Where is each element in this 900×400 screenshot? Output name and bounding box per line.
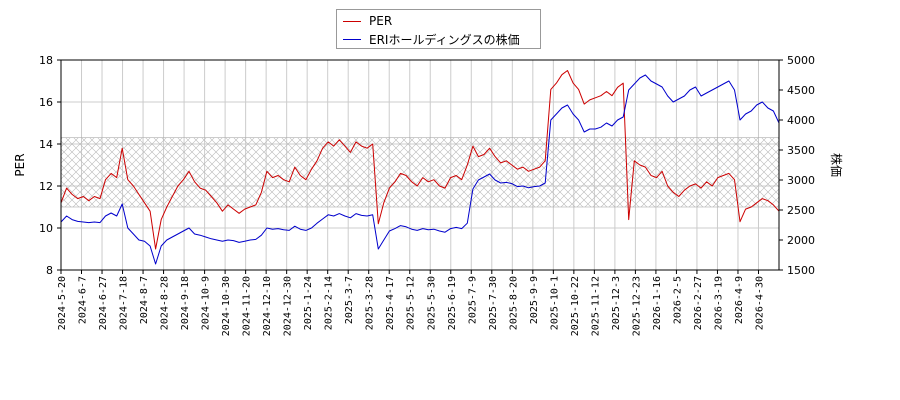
per-range-band xyxy=(60,137,780,208)
legend-item-per: PER xyxy=(343,13,392,29)
x-tick-label: 2025-1-24 xyxy=(303,276,314,330)
y-tick-label-left: 10 xyxy=(39,222,53,235)
x-tick-label: 2024-7-18 xyxy=(119,276,130,330)
x-tick-label: 2026-4-9 xyxy=(734,276,745,324)
legend-label-per: PER xyxy=(369,14,393,28)
x-tick-label: 2024-6-27 xyxy=(98,276,109,330)
x-tick-label: 2025-12-23 xyxy=(631,276,642,336)
y-tick-label-right: 1500 xyxy=(787,264,815,277)
x-tick-label: 2025-7-9 xyxy=(467,276,478,324)
axes: 2024-5-20 2024-6-7 2024-6-27 2024-7-18 2024-… xyxy=(39,54,815,336)
plot-frame xyxy=(60,59,780,271)
x-tick-label: 2025-9-9 xyxy=(529,276,540,324)
x-tick-label: 2025-6-19 xyxy=(447,276,458,330)
x-tick-label: 2025-2-14 xyxy=(324,276,335,330)
y-tick-label-right: 4500 xyxy=(787,84,815,97)
x-tick-label: 2026-2-5 xyxy=(672,276,683,324)
x-tick-label: 2026-3-19 xyxy=(713,276,724,330)
price-series-line xyxy=(60,74,780,265)
x-tick-label: 2024-8-7 xyxy=(139,276,150,324)
y-tick-label-right: 4000 xyxy=(787,114,815,127)
y-tick-label-right: 2000 xyxy=(787,234,815,247)
x-tick-label: 2024-11-20 xyxy=(242,276,253,336)
series-layer xyxy=(60,70,780,265)
x-tick-label: 2026-1-16 xyxy=(652,276,663,330)
legend-swatch-price xyxy=(343,38,361,40)
x-tick-label: 2024-12-30 xyxy=(283,276,294,336)
x-tick-label: 2024-5-20 xyxy=(57,276,68,330)
y-tick-label-left: 18 xyxy=(39,54,53,67)
x-tick-label: 2024-10-9 xyxy=(201,276,212,330)
x-tick-label: 2026-4-30 xyxy=(754,276,765,330)
x-tick-label: 2024-12-10 xyxy=(262,276,273,336)
legend-swatch-per xyxy=(343,20,361,22)
x-tick-label: 2025-5-30 xyxy=(426,276,437,330)
y-tick-label-left: 12 xyxy=(39,180,53,193)
y-axis-label-left: PER xyxy=(13,153,27,176)
y-tick-label-right: 5000 xyxy=(787,54,815,67)
x-tick-label: 2025-10-22 xyxy=(570,276,581,336)
y-tick-label-left: 14 xyxy=(39,138,53,151)
y-tick-label-left: 16 xyxy=(39,96,53,109)
x-tick-label: 2025-3-28 xyxy=(365,276,376,330)
x-tick-label: 2025-12-3 xyxy=(611,276,622,330)
x-tick-label: 2026-2-27 xyxy=(693,276,704,330)
x-tick-label: 2025-10-1 xyxy=(549,276,560,330)
x-tick-label: 2024-6-7 xyxy=(78,276,89,324)
x-tick-label: 2025-11-12 xyxy=(590,276,601,336)
y-tick-label-left: 8 xyxy=(46,264,53,277)
legend: PER ERIホールディングスの株価 xyxy=(336,9,541,49)
x-tick-label: 2024-9-18 xyxy=(180,276,191,330)
legend-item-price: ERIホールディングスの株価 xyxy=(343,31,520,47)
legend-label-price: ERIホールディングスの株価 xyxy=(369,32,520,47)
x-tick-label: 2024-8-28 xyxy=(160,276,171,330)
x-tick-label: 2024-10-30 xyxy=(221,276,232,336)
y-axis-label-right: 株価 xyxy=(829,153,844,177)
x-tick-label: 2025-3-7 xyxy=(344,276,355,324)
y-tick-label-right: 2500 xyxy=(787,204,815,217)
per-series-line xyxy=(60,70,780,250)
x-tick-label: 2025-7-30 xyxy=(488,276,499,330)
y-tick-label-right: 3500 xyxy=(787,144,815,157)
x-tick-label: 2025-8-20 xyxy=(508,276,519,330)
x-tick-label: 2025-4-17 xyxy=(385,276,396,330)
x-tick-label: 2025-5-12 xyxy=(406,276,417,330)
y-tick-label-right: 3000 xyxy=(787,174,815,187)
